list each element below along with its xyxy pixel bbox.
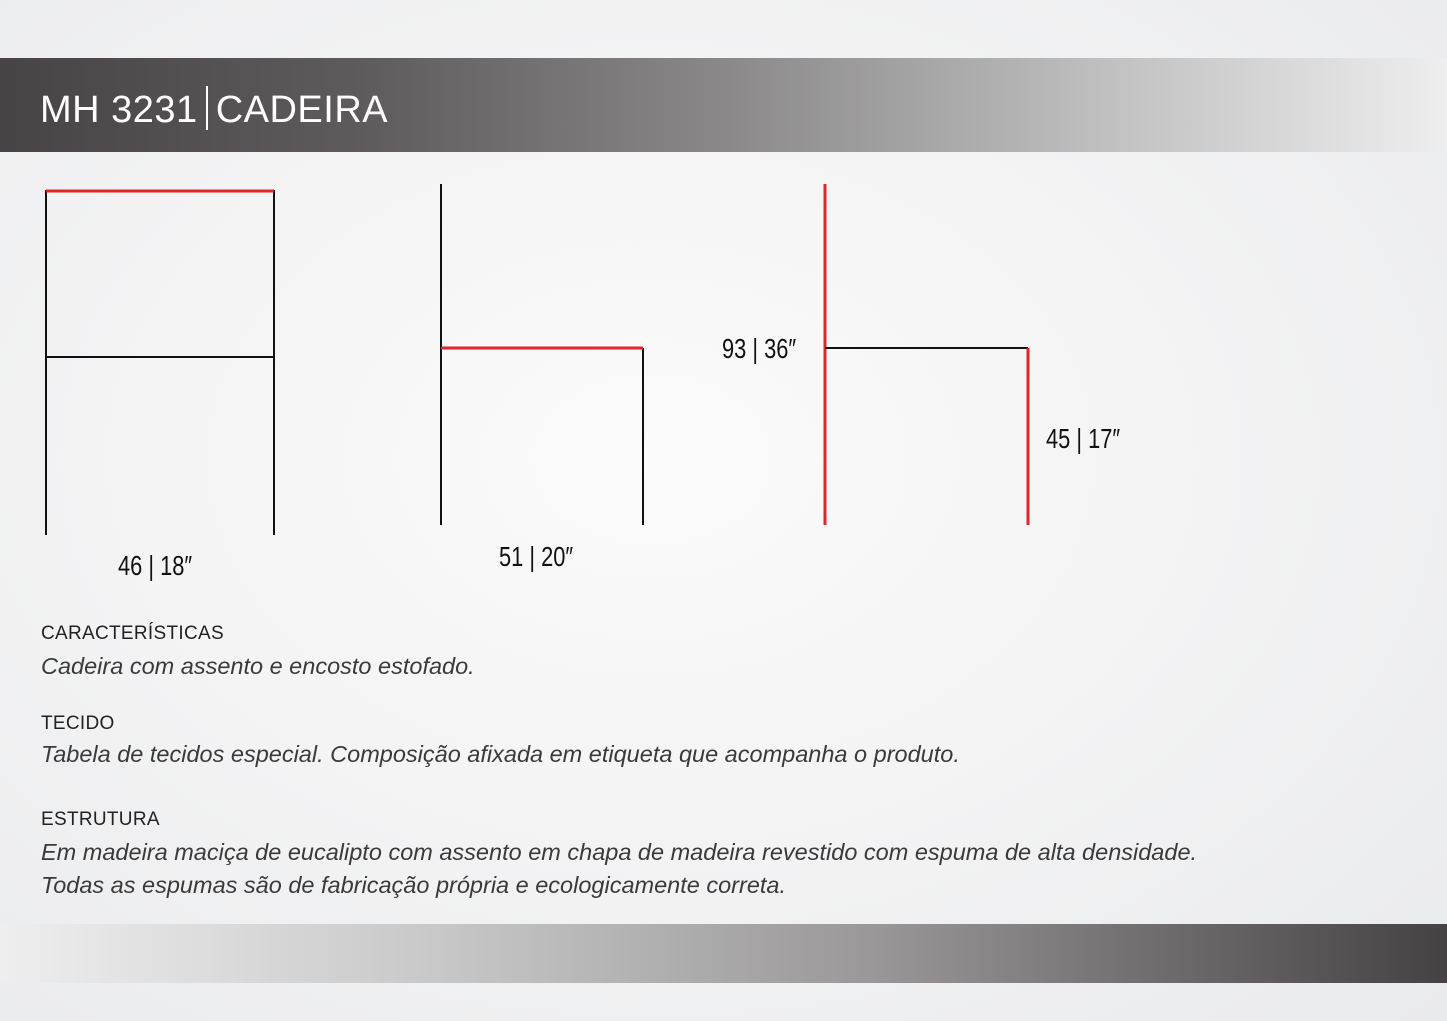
section-text-tecido: Tabela de tecidos especial. Composição a… [41, 741, 960, 767]
section-heading-caracteristicas: CARACTERÍSTICAS [41, 623, 224, 644]
section-heading-estrutura: ESTRUTURA [41, 809, 160, 830]
section-text-estrutura-2: Todas as espumas são de fabricação própr… [41, 872, 787, 898]
section-heading-tecido: TECIDO [41, 713, 115, 734]
side-view [440, 184, 644, 525]
product-name: CADEIRA [215, 89, 389, 131]
page-title: MH 3231 CADEIRA [40, 86, 388, 132]
section-text-estrutura-1: Em madeira maciça de eucalipto com assen… [41, 839, 1198, 865]
header-band [0, 58, 1447, 152]
depth-label: 51 | 20″ [499, 541, 574, 572]
height-view [823, 184, 1030, 525]
section-text-caracteristicas: Cadeira com assento e encosto estofado. [41, 653, 475, 679]
product-code: MH 3231 [40, 89, 198, 131]
front-view [45, 189, 275, 535]
width-label: 46 | 18″ [118, 550, 193, 581]
title-divider [205, 86, 208, 130]
footer-band [0, 924, 1447, 983]
height-label: 93 | 36″ [722, 333, 797, 364]
seat-height-label: 45 | 17″ [1046, 423, 1121, 454]
